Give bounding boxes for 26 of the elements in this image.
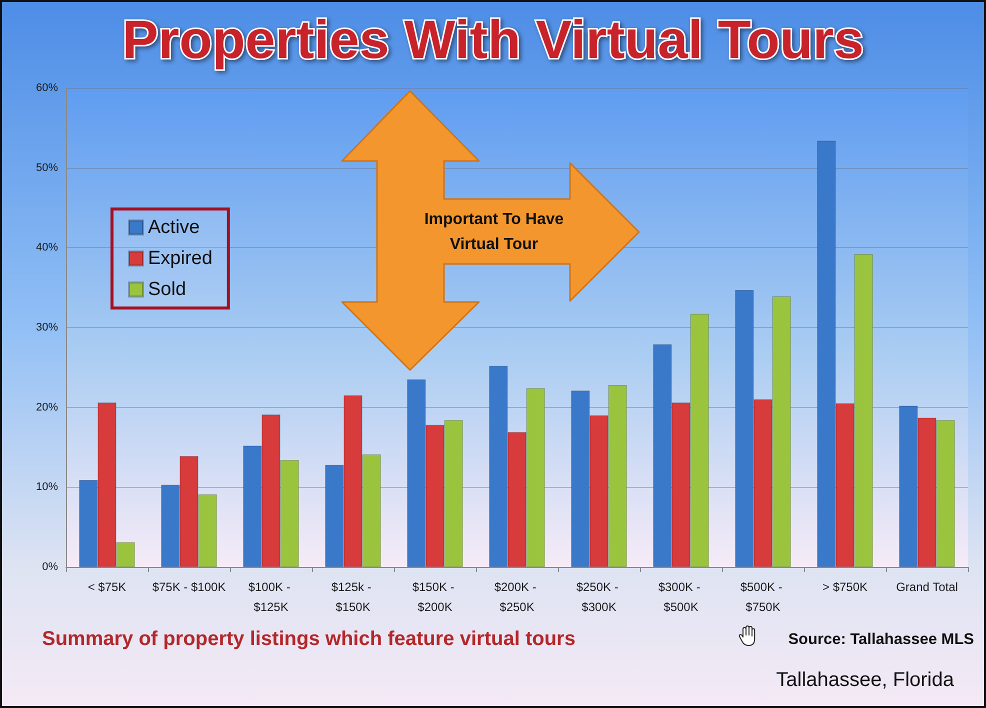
x-tick-label: $100K - $125K — [248, 580, 294, 614]
x-tick-label: $250K - $300K — [576, 580, 622, 614]
y-tick-label: 40% — [36, 242, 58, 254]
annotation: Important To Have Virtual Tour — [423, 210, 565, 255]
chart-title: Properties With Virtual Tours — [122, 10, 864, 70]
y-tick-label: 10% — [36, 481, 58, 494]
text: Summary of property listings which feature virtual tours — [42, 628, 576, 651]
x-tick-label: > $750K — [822, 580, 868, 594]
legend-label: Active — [148, 217, 200, 238]
x-tick-label: Grand Total — [896, 580, 958, 594]
y-tick-label: 60% — [36, 82, 58, 94]
text: Tallahassee, Florida — [776, 669, 954, 692]
y-tick-label: 50% — [36, 162, 58, 174]
legend-label: Expired — [148, 248, 212, 269]
x-tick-label: $200K - $250K — [494, 580, 540, 614]
x-tick-label: $500K - $750K — [740, 580, 786, 614]
legend-label: Sold — [148, 279, 186, 300]
y-tick-label: 0% — [42, 561, 58, 573]
x-tick-label: $150K - $200K — [412, 580, 458, 614]
y-tick-label: 30% — [36, 322, 58, 334]
x-tick-label: $300K - $500K — [658, 580, 704, 614]
x-tick-label: $125k - $150K — [331, 580, 375, 614]
x-tick-label: < $75K — [88, 580, 126, 594]
source-note: Source: Tallahassee MLS — [788, 631, 974, 649]
x-tick-label: $75K - $100K — [152, 580, 226, 594]
y-tick-label: 20% — [36, 401, 58, 414]
